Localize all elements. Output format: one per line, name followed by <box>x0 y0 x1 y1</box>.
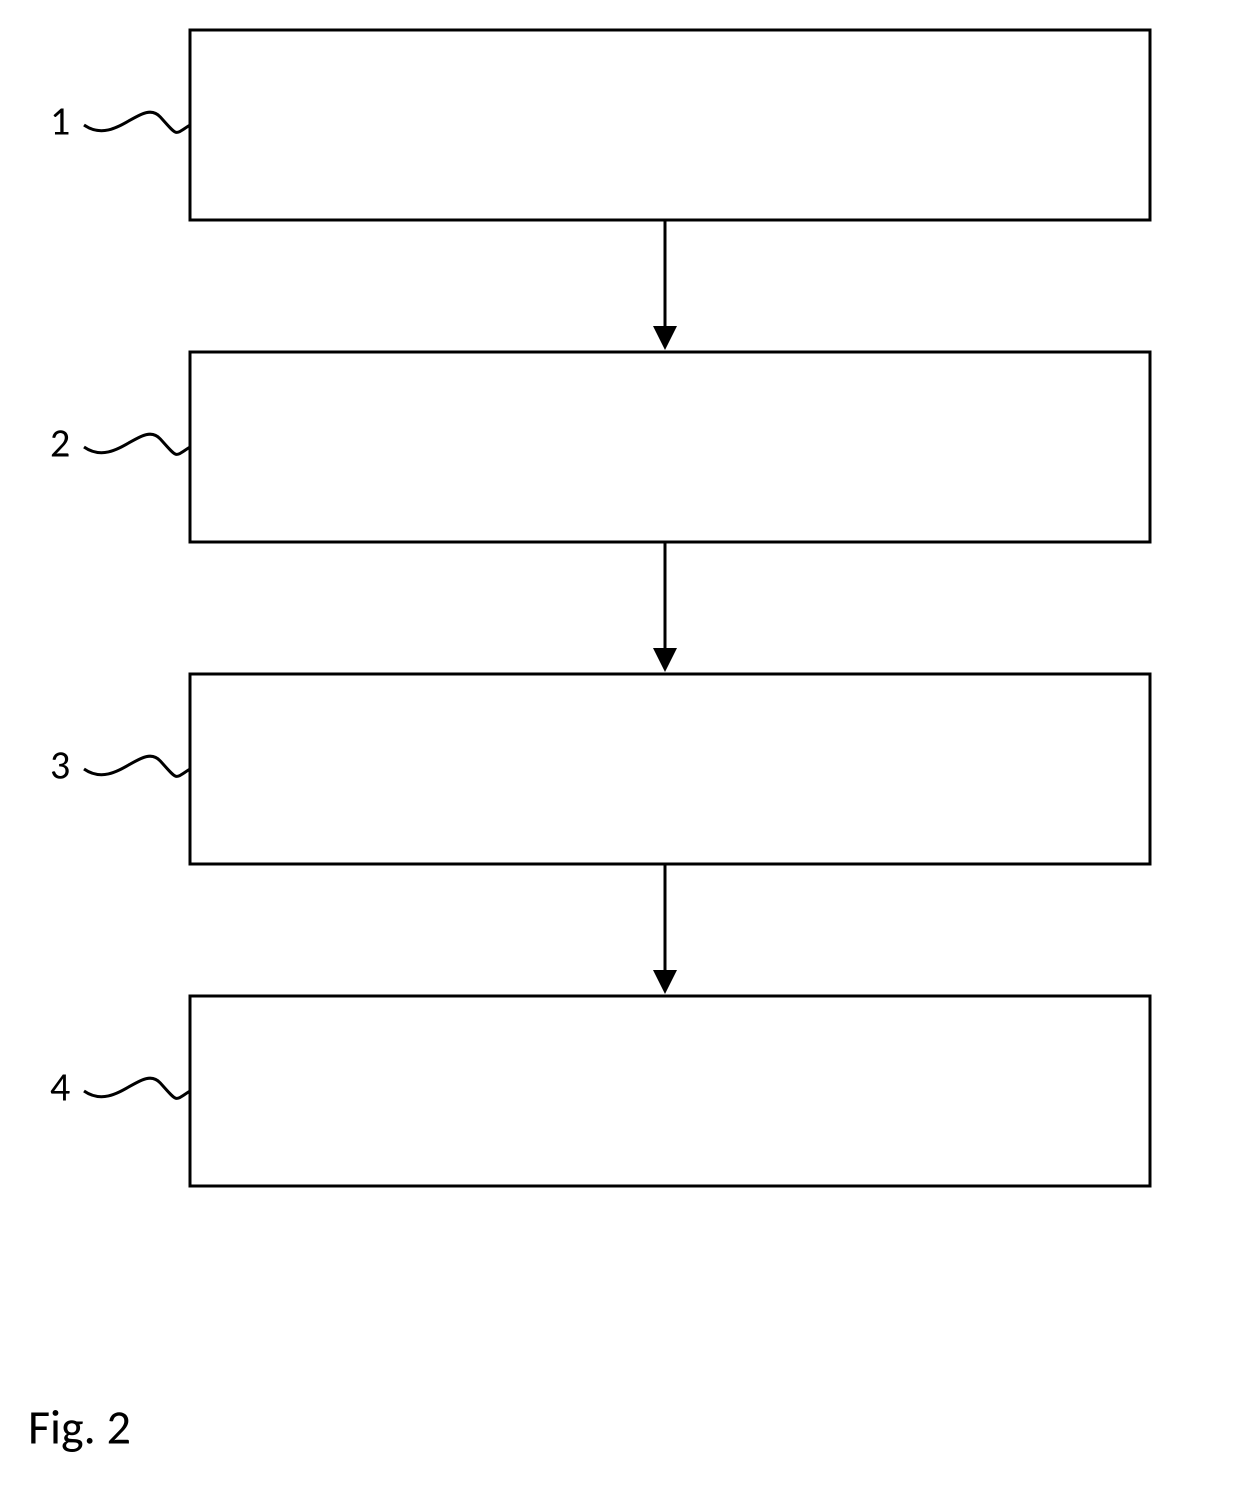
flow-step-box <box>190 996 1150 1186</box>
flow-step-label: 1 <box>50 97 70 146</box>
flow-step-box <box>190 30 1150 220</box>
flow-step-box <box>190 674 1150 864</box>
flow-step-label: 3 <box>50 741 70 790</box>
flow-step-label: 2 <box>50 419 70 468</box>
flow-arrow-head <box>653 326 677 350</box>
flow-step-box <box>190 352 1150 542</box>
label-connector <box>84 434 190 454</box>
flow-arrow-head <box>653 648 677 672</box>
flow-step-label: 4 <box>50 1063 70 1112</box>
label-connector <box>84 112 190 132</box>
label-connector <box>84 1078 190 1098</box>
label-connector <box>84 756 190 776</box>
figure-caption: Fig. 2 <box>28 1397 131 1456</box>
flow-arrow-head <box>653 970 677 994</box>
